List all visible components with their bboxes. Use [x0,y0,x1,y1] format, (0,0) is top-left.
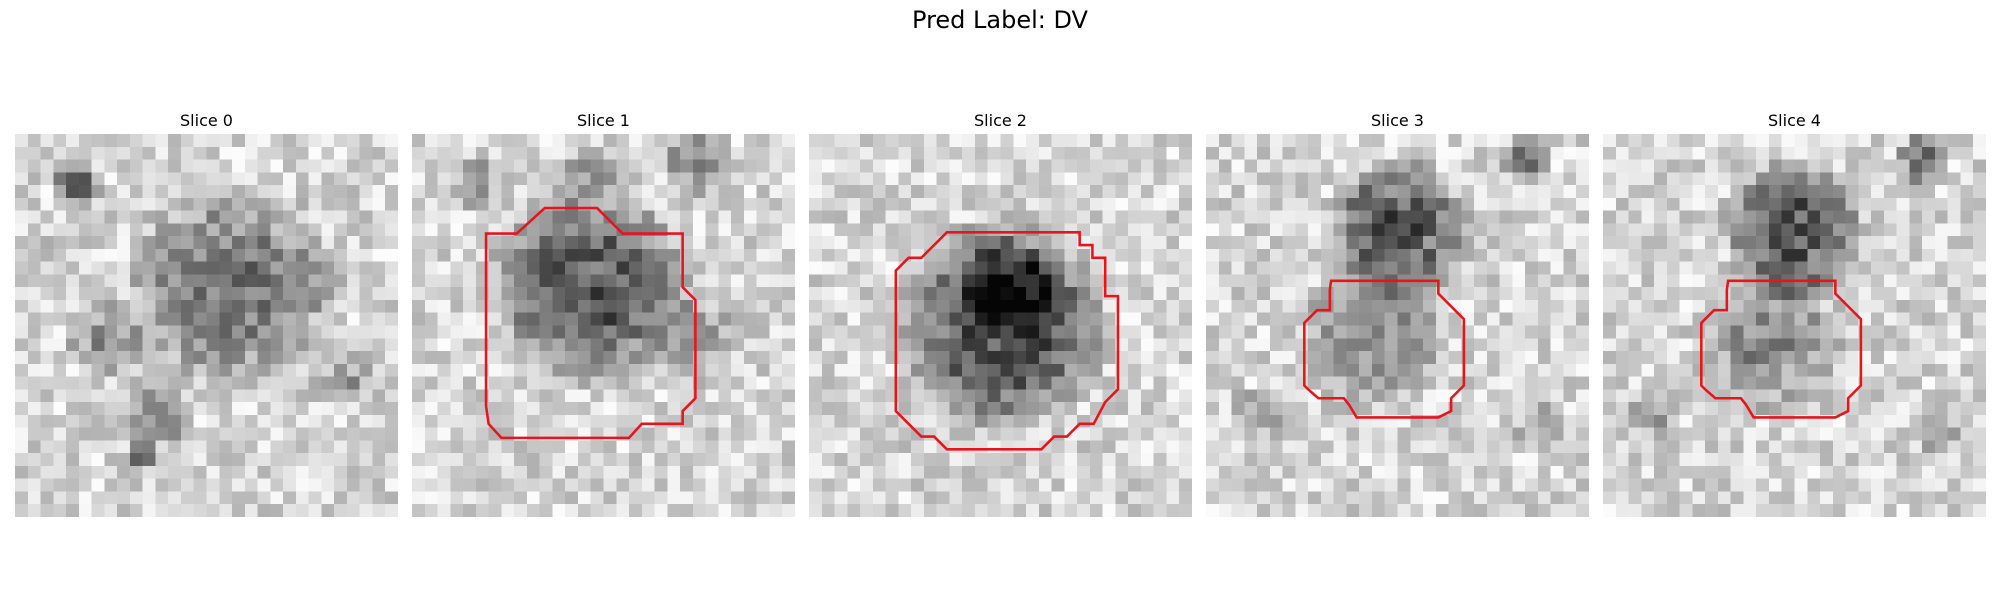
slice-panel-3: Slice 3 [1206,108,1589,517]
slice-pixel-grid [809,134,1192,517]
slice-title: Slice 4 [1768,111,1821,130]
slice-panel-2: Slice 2 [809,108,1192,517]
slice-image [15,134,398,517]
slice-pixel-grid [1603,134,1986,517]
slice-panel-0: Slice 0 [15,108,398,517]
segmentation-contour [1303,279,1466,419]
slice-image [412,134,795,517]
slice-pixel-grid [1206,134,1589,517]
figure-title: Pred Label: DV [912,6,1088,34]
slice-pixel-grid [15,134,398,517]
slice-panel-4: Slice 4 [1603,108,1986,517]
slice-title: Slice 3 [1371,111,1424,130]
segmentation-contour [894,231,1120,451]
segmentation-contour [484,206,697,440]
slice-image [1206,134,1589,517]
segmentation-contour [1700,279,1863,419]
slice-image [809,134,1192,517]
slice-title: Slice 0 [180,111,233,130]
slice-title: Slice 2 [974,111,1027,130]
slice-title: Slice 1 [577,111,630,130]
slice-image [1603,134,1986,517]
slice-pixel-grid [412,134,795,517]
slice-panel-1: Slice 1 [412,108,795,517]
